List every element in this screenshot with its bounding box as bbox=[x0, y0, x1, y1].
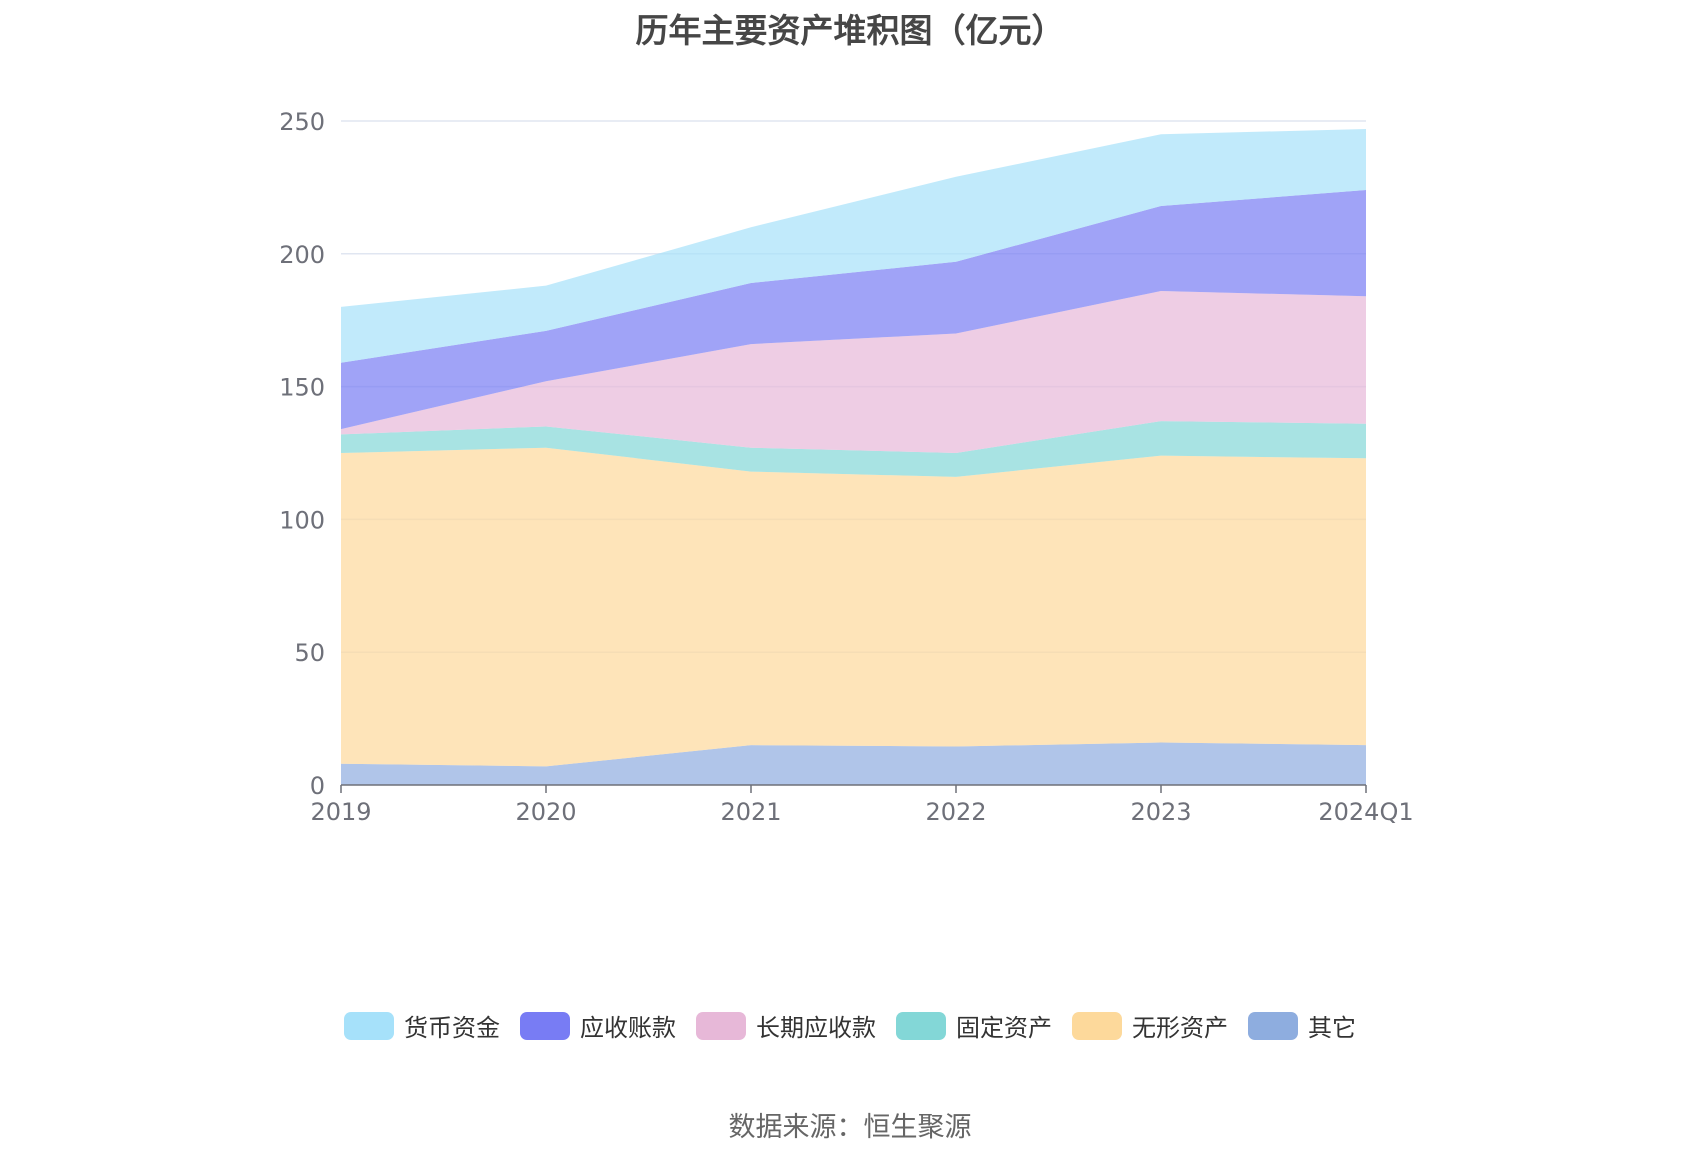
legend-item[interactable]: 无形资产 bbox=[1072, 1008, 1228, 1043]
legend-item[interactable]: 货币资金 bbox=[344, 1008, 500, 1043]
y-tick-label: 50 bbox=[294, 639, 325, 667]
x-tick-label: 2021 bbox=[720, 798, 781, 826]
area-其它 bbox=[341, 742, 1366, 785]
legend-label: 货币资金 bbox=[404, 1014, 500, 1042]
legend-label: 无形资产 bbox=[1132, 1014, 1228, 1042]
legend-item[interactable]: 其它 bbox=[1248, 1008, 1356, 1043]
legend-label: 其它 bbox=[1308, 1014, 1356, 1042]
legend-label: 应收账款 bbox=[580, 1014, 676, 1042]
y-tick-label: 200 bbox=[279, 241, 325, 269]
x-tick-label: 2023 bbox=[1130, 798, 1191, 826]
legend-swatch bbox=[344, 1011, 394, 1040]
legend-item[interactable]: 长期应收款 bbox=[696, 1008, 876, 1043]
y-tick-label: 150 bbox=[279, 374, 325, 402]
area-货币资金 bbox=[341, 128, 1366, 363]
y-tick-label: 250 bbox=[279, 108, 325, 136]
y-tick-label: 100 bbox=[279, 506, 325, 534]
y-tick-label: 0 bbox=[310, 772, 325, 800]
x-tick-label: 2022 bbox=[925, 798, 986, 826]
legend: 货币资金 应收账款 长期应收款 固定资产 无形资产 其它 bbox=[0, 1008, 1700, 1043]
legend-swatch bbox=[520, 1011, 570, 1040]
legend-item[interactable]: 应收账款 bbox=[520, 1008, 676, 1043]
legend-swatch bbox=[1072, 1011, 1122, 1040]
area-无形资产 bbox=[341, 447, 1366, 767]
stacked-area-chart: 0 50 100 150 200 250 2019 2020 2021 2022 2023 2024Q… bbox=[279, 108, 1413, 826]
data-source: 数据来源：恒生聚源 bbox=[728, 1112, 972, 1143]
legend-swatch bbox=[696, 1011, 746, 1040]
x-tick-label: 2019 bbox=[310, 798, 371, 826]
legend-item[interactable]: 固定资产 bbox=[896, 1008, 1052, 1043]
legend-swatch bbox=[1248, 1011, 1298, 1040]
legend-label: 固定资产 bbox=[956, 1014, 1052, 1042]
x-tick-label: 2024Q1 bbox=[1318, 798, 1413, 826]
legend-swatch bbox=[896, 1011, 946, 1040]
area-长期应收款 bbox=[341, 290, 1366, 453]
chart-title: 历年主要资产堆积图（亿元） bbox=[635, 11, 1065, 50]
x-tick-label: 2020 bbox=[515, 798, 576, 826]
area-应收账款 bbox=[341, 190, 1366, 430]
legend-label: 长期应收款 bbox=[756, 1014, 876, 1042]
area-固定资产 bbox=[341, 421, 1366, 477]
